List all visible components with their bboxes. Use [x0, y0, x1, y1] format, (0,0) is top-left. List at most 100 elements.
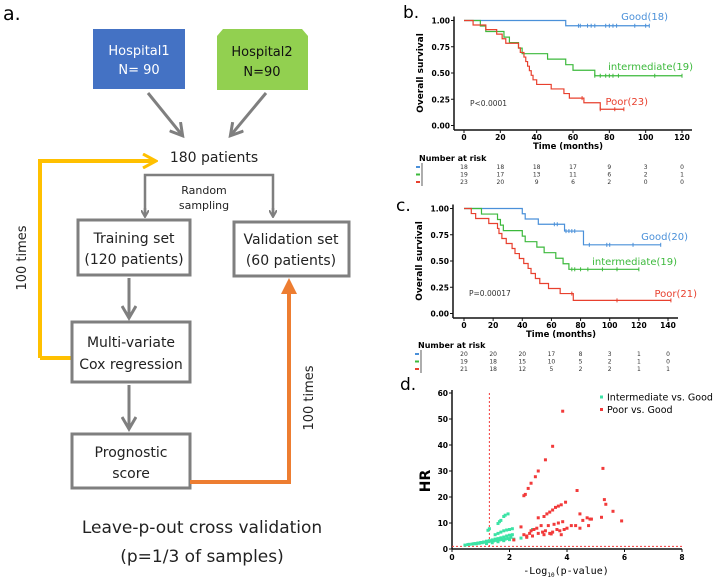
intermediate-point	[519, 536, 523, 540]
risk-legend-swatch	[415, 368, 419, 370]
at-risk-count: 0	[666, 351, 670, 358]
p-value-label: P<0.0001	[470, 99, 507, 108]
risk-legend-swatch	[415, 353, 419, 355]
intermediate-point	[487, 527, 491, 531]
risk-legend-swatch	[416, 166, 420, 168]
poor-point	[512, 538, 516, 542]
poor-point	[602, 498, 606, 502]
at-risk-count: 18	[489, 359, 497, 366]
intermediate-point	[503, 537, 507, 541]
poor-point	[539, 524, 543, 528]
intermediate-point	[508, 538, 511, 542]
poor-point	[562, 528, 566, 531]
intermediate-point	[496, 540, 500, 544]
loop-left-label: 100 times	[15, 225, 30, 290]
orange-arrowhead	[281, 278, 297, 294]
poor-point	[556, 521, 560, 525]
survival-curve-0	[464, 19, 650, 27]
intermediate-point	[485, 542, 488, 546]
cox-label-2: Cox regression	[79, 357, 183, 373]
poor-point	[600, 515, 603, 519]
intermediate-point	[493, 533, 497, 537]
scatter-plot-d: 0 10 20 30 40 50 60 0 2 4 6 8 HR -Log10(p-value) Inter…	[418, 389, 713, 579]
poor-point	[578, 526, 582, 530]
at-risk-count: 0	[666, 359, 670, 366]
score-box	[70, 432, 192, 490]
at-risk-count: 8	[579, 351, 583, 358]
intermediate-point	[505, 534, 509, 538]
y-tick-label: 0.75	[430, 231, 449, 240]
at-risk-count: 20	[460, 351, 468, 358]
at-risk-count: 10	[548, 359, 556, 366]
intermediate-point	[509, 535, 513, 539]
intermediate-point	[502, 539, 506, 543]
poor-point	[585, 516, 589, 520]
legend-marker	[600, 395, 603, 399]
poor-point	[601, 466, 605, 470]
poor-point	[536, 531, 540, 535]
poor-point	[548, 510, 552, 514]
y-tick-label: 1.00	[430, 205, 449, 214]
training-label: Training set	[92, 231, 175, 247]
at-risk-count: 0	[644, 179, 648, 186]
y-axis-title: Overall survival	[416, 33, 426, 113]
intermediate-point	[505, 528, 509, 532]
y-tick-label: 0.25	[431, 95, 450, 104]
at-risk-count: 23	[460, 179, 468, 186]
hospital1-box	[93, 29, 185, 89]
at-risk-count: 5	[550, 366, 554, 373]
x-axis-title: Time (months)	[526, 330, 596, 340]
at-risk-count: 3	[608, 351, 612, 358]
survival-curve-0	[464, 207, 661, 246]
poor-point	[531, 534, 534, 538]
x-tick-label: 20	[488, 321, 498, 330]
km-plot-c: 0.000.250.500.751.000 20 40 60 80 100 120 140Ti…	[415, 204, 697, 373]
y-tick-label: 30	[438, 467, 448, 476]
poor-point	[535, 526, 539, 530]
poor-point	[546, 524, 550, 528]
hospital1-label: Hospital1	[108, 44, 169, 59]
poor-point	[569, 524, 573, 528]
y-tick-label: 1.00	[431, 17, 450, 26]
intermediate-point	[463, 543, 467, 547]
at-risk-count: 17	[497, 172, 505, 179]
at-risk-count: 2	[608, 366, 612, 373]
series-label: Good(18)	[621, 12, 668, 23]
hospital2-label: Hospital2	[231, 45, 292, 60]
series-label: Good(20)	[641, 232, 688, 243]
intermediate-point	[490, 541, 494, 545]
panel-label-a: a.	[3, 3, 21, 25]
at-risk-count: 5	[579, 359, 583, 366]
x-tick-label: 60	[546, 321, 556, 330]
at-risk-count: 19	[460, 172, 468, 179]
y-tick-label: 0.50	[430, 257, 449, 266]
intermediate-point	[503, 513, 507, 517]
poor-point	[604, 502, 608, 506]
poor-point	[541, 530, 545, 534]
hospital2-count: N=90	[243, 65, 280, 80]
x-tick-label: 20	[495, 133, 505, 142]
survival-curve-2	[464, 207, 671, 301]
x-tick-label: 4	[564, 553, 569, 562]
poor-point	[529, 481, 533, 485]
poor-point	[522, 533, 526, 537]
intermediate-point	[510, 533, 514, 537]
caption-line-1: Leave-p-out cross validation	[82, 518, 322, 538]
y-tick-label: 50	[438, 415, 448, 424]
intermediate-point	[502, 535, 506, 539]
loop-right-label: 100 times	[302, 365, 317, 430]
at-risk-count: 18	[489, 366, 497, 373]
poor-point	[558, 529, 562, 533]
intermediate-point	[497, 538, 501, 542]
x-axis-title: Time (months)	[533, 142, 603, 152]
poor-point	[549, 532, 553, 536]
at-risk-count: 17	[548, 351, 556, 358]
poor-point	[551, 530, 555, 534]
at-risk-count: 20	[497, 179, 505, 186]
poor-point	[589, 517, 593, 521]
panel-label-c: c.	[396, 196, 411, 216]
survival-curve-2	[464, 19, 624, 110]
poor-point	[519, 525, 523, 529]
poor-point	[587, 524, 591, 528]
poor-point	[529, 529, 533, 533]
